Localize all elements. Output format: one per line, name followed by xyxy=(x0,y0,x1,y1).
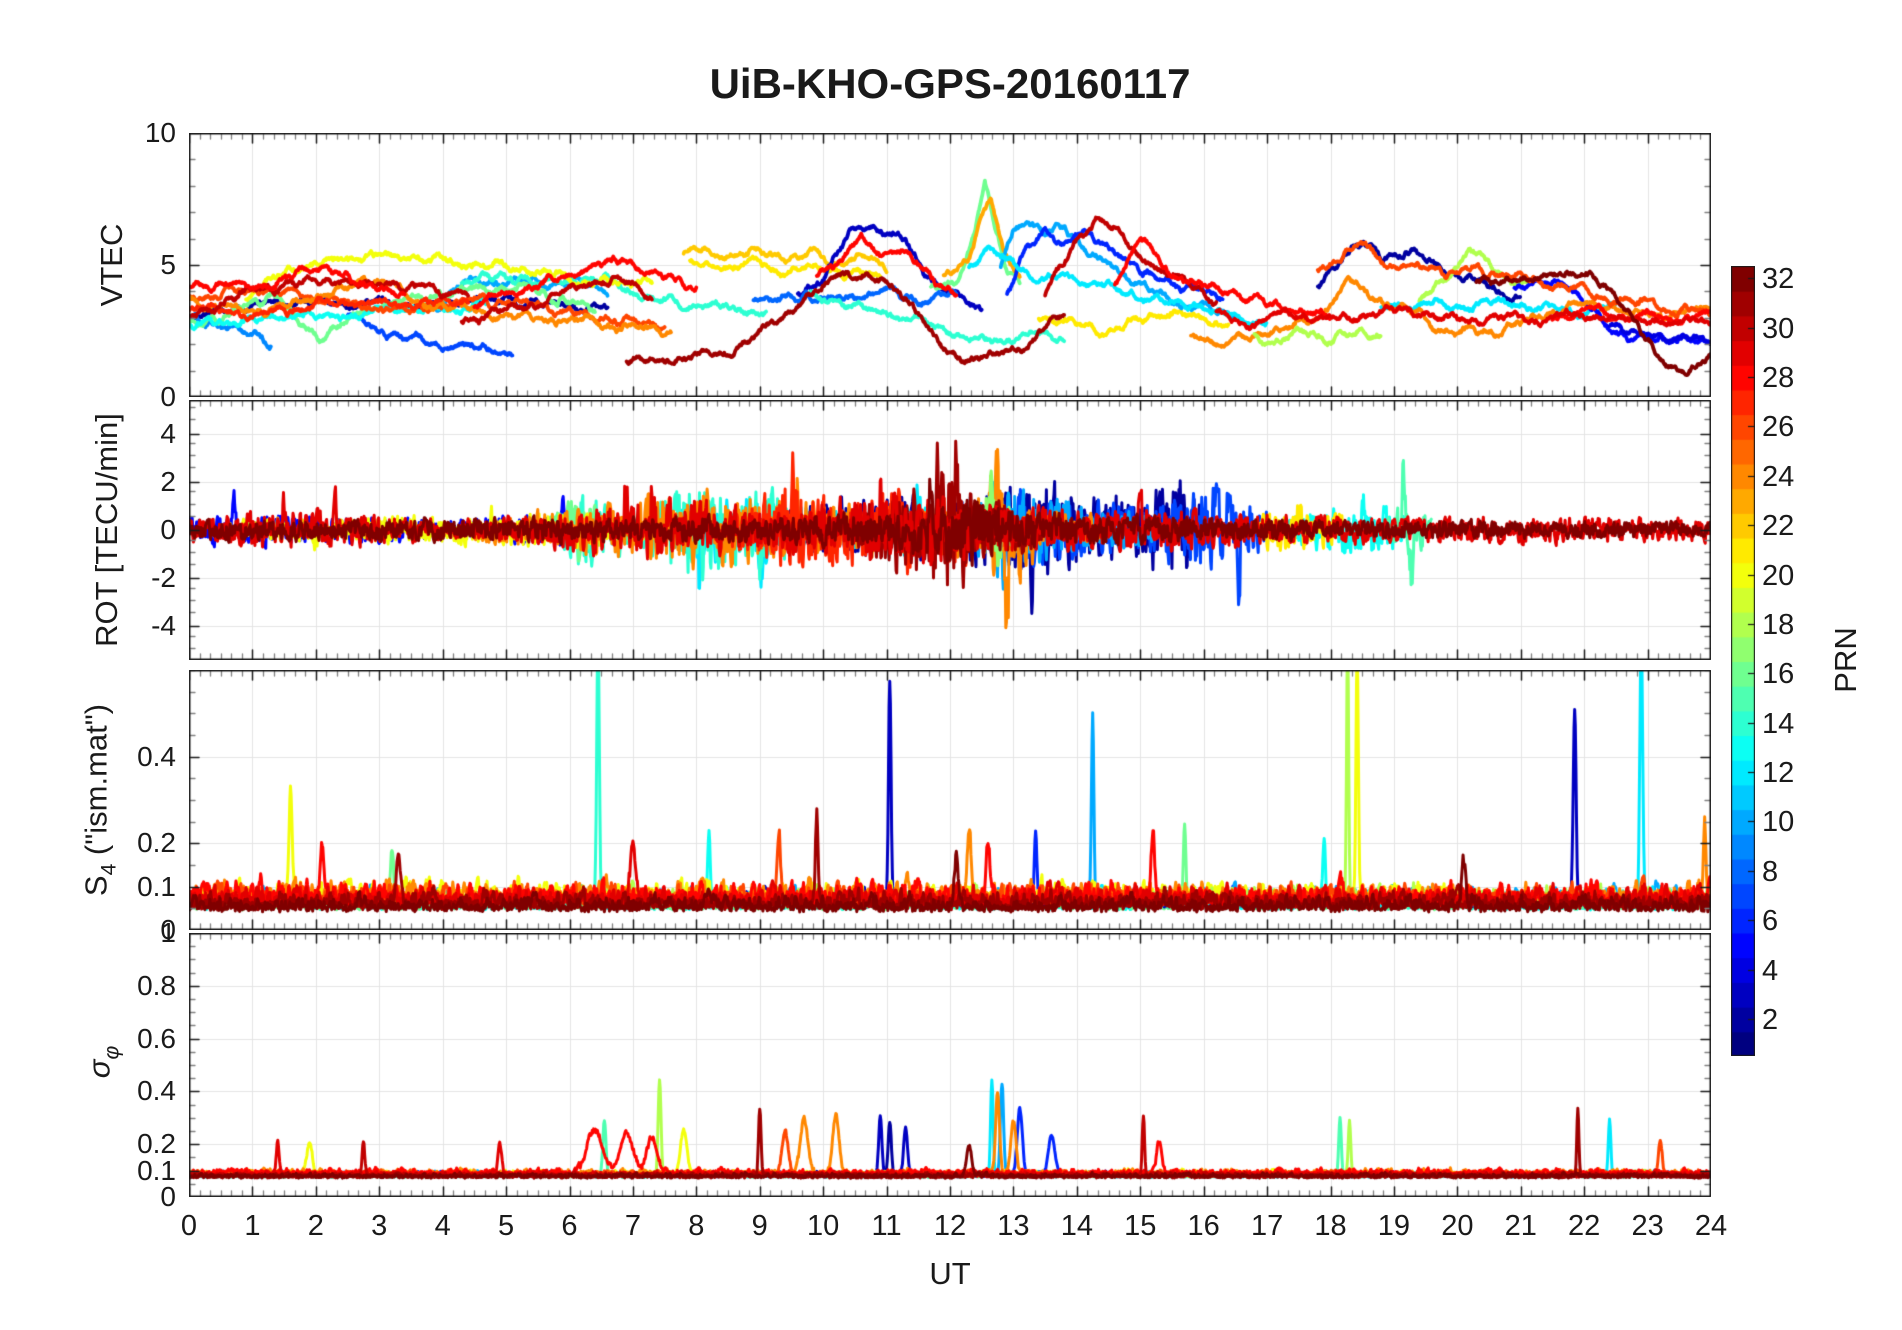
xtick-22: 22 xyxy=(1568,1210,1601,1242)
xtick-12: 12 xyxy=(933,1210,967,1242)
colorbar-tick-8: 8 xyxy=(1762,855,1779,888)
xtick-11: 11 xyxy=(871,1210,902,1242)
xtick-16: 16 xyxy=(1187,1210,1220,1242)
xtick-21: 21 xyxy=(1504,1210,1537,1242)
xtick-14: 14 xyxy=(1060,1210,1093,1242)
ytick-sigma_phi-0.6: 0.6 xyxy=(137,1022,176,1054)
ytick-sigma_phi-0.4: 0.4 xyxy=(137,1075,176,1107)
colorbar-tick-28: 28 xyxy=(1762,361,1795,394)
xtick-13: 13 xyxy=(997,1210,1030,1242)
xtick-18: 18 xyxy=(1314,1210,1347,1242)
xtick-4: 4 xyxy=(434,1210,451,1242)
ytick-rot-4: 4 xyxy=(160,417,176,449)
y-axis-label-rot: ROT [TECU/min] xyxy=(89,413,124,647)
ytick-s4-0.4: 0.4 xyxy=(137,740,176,772)
xtick-3: 3 xyxy=(371,1210,388,1242)
colorbar-tick-4: 4 xyxy=(1762,954,1779,987)
ytick-rot-2: 2 xyxy=(160,465,176,497)
panel-rot xyxy=(189,400,1711,660)
ytick-rot--2: -2 xyxy=(151,562,176,594)
ytick-s4-0: 0 xyxy=(160,914,176,945)
xtick-9: 9 xyxy=(751,1210,768,1242)
ytick-sigma_phi-0.2: 0.2 xyxy=(137,1128,176,1160)
xtick-10: 10 xyxy=(807,1210,840,1242)
colorbar-tick-22: 22 xyxy=(1762,509,1795,542)
ytick-rot-0: 0 xyxy=(160,514,176,545)
xtick-23: 23 xyxy=(1631,1210,1664,1242)
panel-s4 xyxy=(189,670,1711,930)
xtick-5: 5 xyxy=(498,1210,515,1242)
xtick-15: 15 xyxy=(1124,1210,1157,1242)
colorbar-tick-10: 10 xyxy=(1762,805,1795,838)
xtick-0: 0 xyxy=(180,1210,198,1242)
ytick-sigma_phi-1: 1 xyxy=(160,917,176,948)
xtick-7: 7 xyxy=(624,1210,641,1242)
colorbar-tick-2: 2 xyxy=(1762,1003,1779,1036)
colorbar-tick-6: 6 xyxy=(1762,904,1779,937)
colorbar-tick-26: 26 xyxy=(1762,410,1795,443)
xtick-20: 20 xyxy=(1441,1210,1474,1242)
xtick-1: 1 xyxy=(244,1210,261,1242)
ytick-s4-0.2: 0.2 xyxy=(137,827,176,859)
xtick-2: 2 xyxy=(307,1210,324,1242)
colorbar-tick-32: 32 xyxy=(1762,262,1795,295)
ytick-sigma_phi-0.1: 0.1 xyxy=(137,1154,176,1186)
ytick-vtec-0: 0 xyxy=(160,381,176,412)
ytick-sigma_phi-0.8: 0.8 xyxy=(137,969,176,1001)
ytick-rot--4: -4 xyxy=(151,610,176,642)
x-axis-label: UT xyxy=(929,1256,971,1291)
colorbar-tick-24: 24 xyxy=(1762,460,1795,493)
panel-sigma_phi xyxy=(189,933,1711,1197)
xtick-17: 17 xyxy=(1250,1210,1284,1242)
ytick-sigma_phi-0: 0 xyxy=(160,1181,176,1212)
xtick-24: 24 xyxy=(1694,1210,1728,1242)
chart-title: UiB-KHO-GPS-20160117 xyxy=(709,60,1191,107)
panel-vtec xyxy=(189,133,1711,397)
colorbar-tick-14: 14 xyxy=(1762,707,1795,740)
ytick-s4-0.1: 0.1 xyxy=(137,870,176,902)
y-axis-label-vtec: VTEC xyxy=(94,223,129,307)
xtick-19: 19 xyxy=(1377,1210,1411,1242)
colorbar-tick-16: 16 xyxy=(1762,657,1795,690)
ytick-vtec-10: 10 xyxy=(144,117,176,148)
ytick-vtec-5: 5 xyxy=(160,249,176,280)
xtick-6: 6 xyxy=(561,1210,578,1242)
prn-colorbar xyxy=(1731,266,1755,1056)
y-axis-label-sigma_phi: σφ xyxy=(81,1045,124,1079)
y-axis-label-s4: S4 ("ism.mat") xyxy=(78,703,121,897)
colorbar-tick-20: 20 xyxy=(1762,559,1795,592)
xtick-8: 8 xyxy=(688,1210,705,1242)
colorbar-label: PRN xyxy=(1828,627,1863,693)
colorbar-tick-12: 12 xyxy=(1762,756,1795,789)
colorbar-tick-18: 18 xyxy=(1762,608,1795,641)
colorbar-tick-30: 30 xyxy=(1762,312,1795,345)
